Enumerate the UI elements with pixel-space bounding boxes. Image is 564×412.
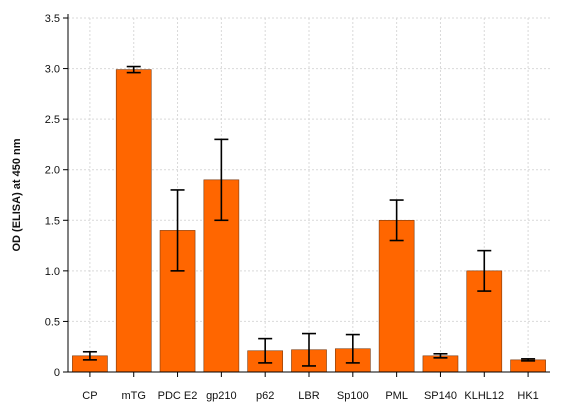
bar-hk1 <box>510 359 546 373</box>
y-tick-label: 0 <box>54 367 60 379</box>
x-tick-label: PDC E2 <box>158 390 198 402</box>
y-tick-label: 2.5 <box>45 114 60 126</box>
y-tick-label: 1.5 <box>45 215 60 227</box>
x-tick-label: LBR <box>298 390 319 402</box>
axes <box>63 14 550 377</box>
error-bars <box>82 65 536 367</box>
y-axis-label: OD (ELISA) at 450 nm <box>11 138 23 251</box>
y-tick-label: 3.0 <box>45 64 60 76</box>
x-tick-label: p62 <box>256 390 274 402</box>
y-tick-label: 0.5 <box>45 316 60 328</box>
y-tick-labels: 0 0.5 1.0 1.5 2.0 2.5 3.0 3.5 <box>45 13 60 379</box>
x-tick-labels: CP mTG PDC E2 gp210 p62 LBR Sp100 PML SP140 KLHL1… <box>82 390 539 402</box>
bar-mtg <box>115 69 152 373</box>
y-tick-label: 3.5 <box>45 13 60 25</box>
bar-pml <box>378 219 415 373</box>
x-tick-label: mTG <box>122 390 146 402</box>
y-tick-label: 1.0 <box>45 266 60 278</box>
x-tick-label: HK1 <box>517 390 538 402</box>
x-tick-label: SP140 <box>424 390 457 402</box>
y-tick-label: 2.0 <box>45 165 60 177</box>
x-tick-label: CP <box>82 390 97 402</box>
x-tick-label: gp210 <box>206 390 237 402</box>
x-tick-label: Sp100 <box>337 390 369 402</box>
x-tick-label: PML <box>385 390 408 402</box>
x-tick-label: KLHL12 <box>464 390 504 402</box>
